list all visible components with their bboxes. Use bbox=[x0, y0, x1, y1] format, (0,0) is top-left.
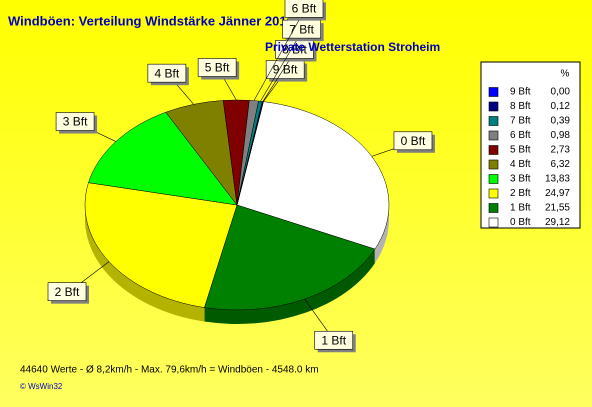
label-leader bbox=[260, 29, 303, 102]
legend-label: 6 Bft bbox=[510, 130, 531, 141]
slice-label: 9 Bft bbox=[273, 63, 298, 77]
label-box bbox=[47, 282, 87, 301]
legend-value: 0,00 bbox=[551, 87, 571, 98]
legend-label: 5 Bft bbox=[510, 145, 531, 156]
slice-label: 6 Bft bbox=[292, 2, 317, 16]
slice-label: 3 Bft bbox=[63, 115, 88, 129]
legend-swatch bbox=[488, 159, 499, 170]
label-box bbox=[197, 58, 237, 77]
slice-label: 7 Bft bbox=[289, 22, 314, 36]
legend-value: 21,55 bbox=[545, 203, 570, 214]
label-box bbox=[314, 330, 354, 350]
footer-credit: © WsWin32 bbox=[20, 382, 63, 391]
slice-label: 1 Bft bbox=[321, 333, 346, 347]
slice-label: 2 Bft bbox=[55, 285, 80, 299]
slice-label: 4 Bft bbox=[155, 66, 180, 80]
legend-value: 0,39 bbox=[551, 116, 571, 127]
slice-label: 0 Bft bbox=[401, 134, 426, 148]
legend-swatch bbox=[488, 217, 499, 228]
legend-swatch bbox=[488, 145, 499, 155]
label-box bbox=[284, 0, 324, 18]
pie bbox=[84, 99, 390, 324]
slice-label: 8 Bft bbox=[282, 43, 307, 57]
legend-swatch bbox=[488, 116, 499, 126]
legend-value: 2,73 bbox=[551, 145, 571, 156]
slice-label: 5 Bft bbox=[205, 61, 230, 75]
legend-label: 3 Bft bbox=[510, 174, 531, 185]
legend-value: 0,12 bbox=[551, 101, 571, 112]
legend-swatch bbox=[488, 188, 499, 199]
legend-swatch bbox=[488, 130, 499, 141]
legend-swatch bbox=[488, 101, 499, 112]
label-leader bbox=[253, 9, 306, 101]
legend-label: 4 Bft bbox=[510, 159, 531, 170]
legend-value: 6,32 bbox=[551, 159, 571, 170]
slice-labels: 9 Bft 8 Bft 7 Bft 6 Bft 5 Bft 4 Bft 3 Bft 2 Bft… bbox=[47, 0, 435, 353]
pie-slice bbox=[204, 204, 376, 311]
legend-value: 29,12 bbox=[545, 217, 570, 228]
chart-title: Windböen: Verteilung Windstärke Jänner 2… bbox=[8, 13, 294, 28]
legend-header: % bbox=[561, 69, 570, 80]
legend-swatch bbox=[488, 174, 499, 184]
legend-label: 8 Bft bbox=[510, 101, 531, 112]
legend-value: 0,98 bbox=[551, 130, 571, 141]
legend-label: 0 Bft bbox=[510, 217, 531, 228]
pie-slice bbox=[88, 111, 238, 206]
label-box bbox=[147, 63, 187, 83]
legend-swatch bbox=[488, 87, 499, 97]
chart-subtitle: Private Wetterstation Stroheim bbox=[265, 40, 440, 54]
legend-label: 9 Bft bbox=[510, 87, 531, 98]
pie-slice bbox=[236, 101, 390, 250]
legend: 9 Bft 0,00 8 Bft 0,12 7 Bft 0,39 6 Bft 0,98 5 Bf… bbox=[488, 87, 571, 228]
footer-stats: 44640 Werte - Ø 8,2km/h - Max. 79,6km/h … bbox=[20, 365, 319, 376]
legend-swatch bbox=[488, 203, 499, 213]
legend-label: 2 Bft bbox=[510, 188, 531, 199]
legend-label: 7 Bft bbox=[510, 116, 531, 127]
legend-value: 24,97 bbox=[545, 188, 570, 199]
label-box bbox=[55, 112, 95, 131]
legend-label: 1 Bft bbox=[510, 203, 531, 214]
legend-value: 13,83 bbox=[545, 174, 570, 185]
label-box bbox=[393, 131, 433, 151]
